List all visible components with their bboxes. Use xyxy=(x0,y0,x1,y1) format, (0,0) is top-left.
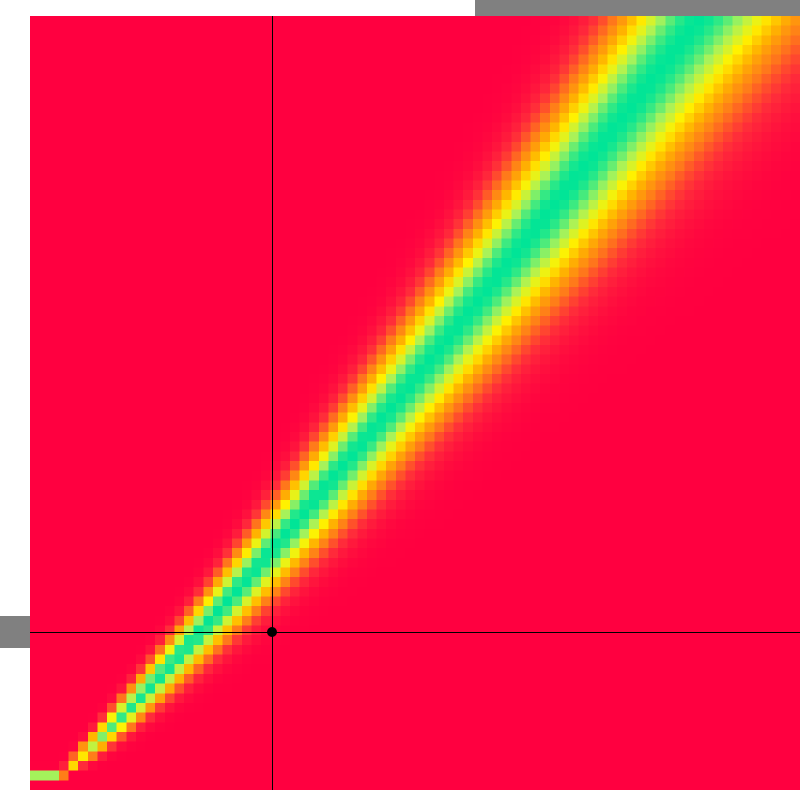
left-gray-bar xyxy=(0,616,30,648)
x-axis-line xyxy=(30,632,800,633)
chart-container xyxy=(0,0,800,800)
origin-marker xyxy=(267,627,277,637)
heatmap-canvas xyxy=(30,16,800,790)
top-gray-bar xyxy=(475,0,800,16)
y-axis-line xyxy=(272,16,273,790)
